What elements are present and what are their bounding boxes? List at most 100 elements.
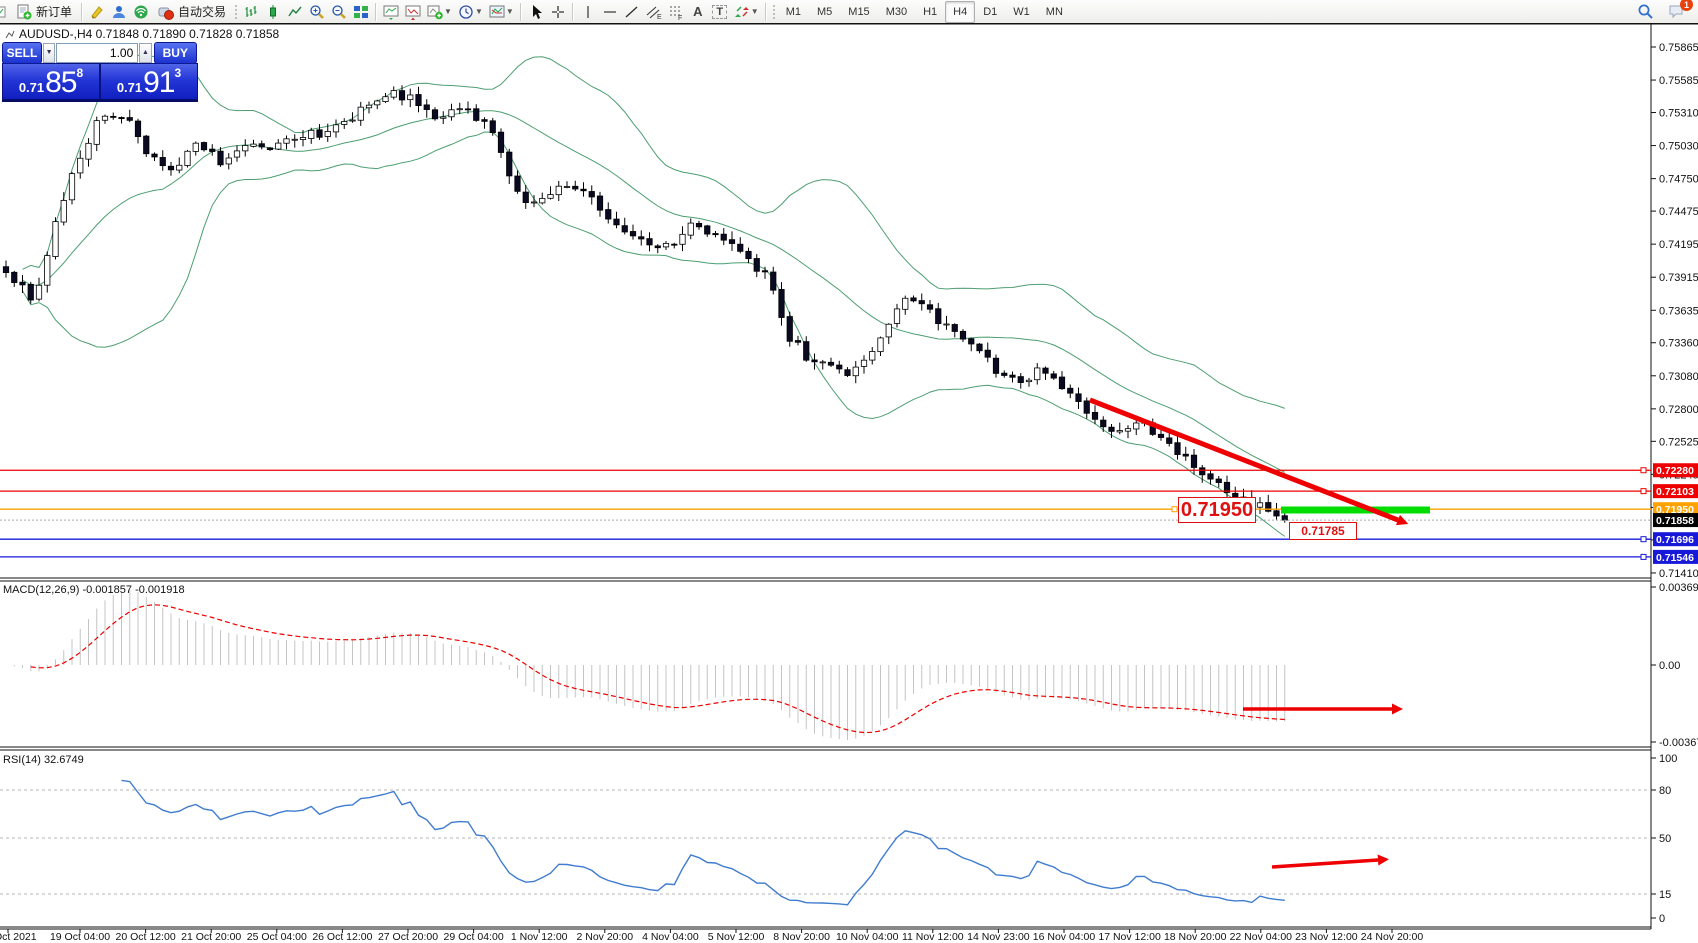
volume-decrease-stepper[interactable]: ▼ bbox=[42, 42, 56, 63]
crosshair-tool-button[interactable] bbox=[547, 1, 569, 22]
timeframe-button-d1[interactable]: D1 bbox=[983, 5, 998, 18]
toolbar-separator bbox=[571, 2, 574, 21]
volume-input[interactable] bbox=[56, 42, 139, 63]
timeframe-button-m15[interactable]: M15 bbox=[848, 5, 870, 18]
zoom-in-icon bbox=[310, 4, 324, 19]
candles bbox=[2, 85, 1288, 523]
macd-indicator-label: MACD(12,26,9) -0.001857 -0.001918 bbox=[3, 584, 185, 596]
svg-text:4 Nov 04:00: 4 Nov 04:00 bbox=[642, 931, 699, 943]
template-icon bbox=[489, 5, 505, 17]
clock-icon bbox=[459, 4, 473, 19]
macd-pane[interactable]: 0.003698 0.00 -0.003672 bbox=[6, 582, 1698, 749]
search-button[interactable] bbox=[1634, 1, 1657, 22]
buy-button[interactable]: BUY bbox=[153, 41, 197, 64]
svg-text:23 Nov 12:00: 23 Nov 12:00 bbox=[1295, 931, 1358, 943]
svg-text:0.75865: 0.75865 bbox=[1659, 42, 1698, 54]
price-line-0.71696[interactable]: 0.71696 bbox=[0, 532, 1698, 547]
toolbar-grip[interactable] bbox=[771, 3, 776, 20]
label-tool-button[interactable]: T bbox=[709, 1, 731, 22]
target-price-annotation[interactable]: 0.71785 bbox=[1289, 522, 1357, 540]
toolbar-grip[interactable] bbox=[234, 3, 239, 20]
timeframe-button-m5[interactable]: M5 bbox=[817, 5, 833, 18]
svg-text:20 Oct 12:00: 20 Oct 12:00 bbox=[116, 931, 176, 943]
channel-tool-button[interactable]: E bbox=[643, 1, 665, 22]
svg-text:10 Nov 04:00: 10 Nov 04:00 bbox=[836, 931, 899, 943]
sell-price-panel[interactable]: 0.71 85 8 bbox=[3, 64, 101, 99]
timeframe-button-h1[interactable]: H1 bbox=[923, 5, 938, 18]
svg-text:5 Nov 12:00: 5 Nov 12:00 bbox=[708, 931, 765, 943]
period-button[interactable]: ▼ bbox=[455, 1, 486, 22]
buy-price-small: 0.71 bbox=[116, 80, 143, 95]
svg-text:29 Oct 04:00: 29 Oct 04:00 bbox=[444, 931, 504, 943]
new-chart-button[interactable] bbox=[0, 1, 10, 22]
price-line-0.71858[interactable]: 0.71858 bbox=[0, 513, 1698, 528]
svg-text:0.74195: 0.74195 bbox=[1659, 239, 1698, 251]
text-tool-button[interactable]: A bbox=[687, 1, 709, 22]
candlestick-icon bbox=[270, 4, 277, 19]
support-price-annotation[interactable]: 0.71950 bbox=[1178, 497, 1256, 523]
one-click-trade-panel: SELL ▼ ▲ BUY 0.71 85 8 0.71 91 3 bbox=[0, 41, 198, 102]
support-person-icon bbox=[113, 5, 126, 18]
toolbar-separator bbox=[375, 2, 378, 21]
vertical-line-tool-button[interactable] bbox=[577, 1, 599, 22]
timeframe-button-m30[interactable]: M30 bbox=[885, 5, 908, 18]
candle-chart-mode-button[interactable] bbox=[262, 1, 284, 22]
shapes-tool-button[interactable]: ▼ bbox=[731, 1, 762, 22]
indicator-window-alt-button[interactable] bbox=[402, 1, 424, 22]
line-chart-mode-button[interactable] bbox=[284, 1, 306, 22]
support-button[interactable] bbox=[108, 1, 130, 22]
price-line-0.71546[interactable]: 0.71546 bbox=[0, 549, 1698, 564]
buy-price-big: 91 bbox=[143, 66, 175, 99]
timeframe-button-m1[interactable]: M1 bbox=[785, 5, 801, 18]
svg-text:24 Nov 20:00: 24 Nov 20:00 bbox=[1361, 931, 1424, 943]
rsi-pane[interactable]: 100 80 50 15 0 bbox=[0, 753, 1677, 925]
svg-text:0.71696: 0.71696 bbox=[1656, 534, 1694, 546]
price-line-0.72280[interactable]: 0.72280 bbox=[0, 463, 1698, 478]
dropdown-caret: ▼ bbox=[750, 7, 759, 16]
new-order-button[interactable]: 新订单 bbox=[10, 1, 78, 22]
zoom-in-button[interactable] bbox=[306, 1, 328, 22]
buy-price-panel[interactable]: 0.71 91 3 bbox=[101, 64, 197, 99]
marker-tool-button[interactable] bbox=[86, 1, 108, 22]
svg-text:25 Oct 04:00: 25 Oct 04:00 bbox=[247, 931, 307, 943]
sell-button[interactable]: SELL bbox=[2, 41, 42, 64]
notification-badge: 1 bbox=[1680, 0, 1693, 11]
new-chart-icon bbox=[0, 6, 6, 17]
cursor-tool-button[interactable] bbox=[525, 1, 547, 22]
news-signal-button[interactable] bbox=[130, 1, 152, 22]
indicator-window-button[interactable] bbox=[380, 1, 402, 22]
new-order-icon bbox=[17, 4, 32, 19]
bar-chart-mode-button[interactable] bbox=[240, 1, 262, 22]
timeframe-button-w1[interactable]: W1 bbox=[1013, 5, 1030, 18]
zoom-out-button[interactable] bbox=[328, 1, 350, 22]
price-line-0.71950[interactable]: 0.71950 bbox=[0, 502, 1698, 517]
bar-chart-icon bbox=[245, 5, 257, 17]
svg-text:14 Nov 23:00: 14 Nov 23:00 bbox=[967, 931, 1030, 943]
autotrade-label: 自动交易 bbox=[178, 5, 227, 19]
horizontal-line-tool-button[interactable] bbox=[599, 1, 621, 22]
drawn-annotations[interactable] bbox=[1089, 397, 1430, 869]
tile-windows-button[interactable] bbox=[350, 1, 372, 22]
autotrade-button[interactable]: 自动交易 bbox=[152, 1, 232, 22]
volume-increase-stepper[interactable]: ▲ bbox=[139, 42, 152, 63]
notifications-button[interactable]: 1 bbox=[1665, 0, 1693, 22]
crosshair-icon bbox=[551, 5, 564, 18]
timeframe-button-mn[interactable]: MN bbox=[1045, 5, 1063, 18]
line-chart-icon bbox=[288, 6, 302, 16]
time-axis[interactable]: 17 Oct 2021 19 Oct 04:00 20 Oct 12:00 21 Oc… bbox=[0, 929, 1423, 943]
toolbar-separator bbox=[519, 2, 522, 21]
sell-price-big: 85 bbox=[45, 66, 77, 99]
timeframe-button-h4[interactable]: H4 bbox=[945, 0, 976, 23]
svg-text:0.71410: 0.71410 bbox=[1659, 568, 1698, 580]
fibonacci-tool-button[interactable]: F bbox=[665, 1, 687, 22]
svg-text:16 Nov 04:00: 16 Nov 04:00 bbox=[1033, 931, 1096, 943]
price-line-0.72103[interactable]: 0.72103 bbox=[0, 484, 1698, 499]
trendline-tool-button[interactable] bbox=[621, 1, 643, 22]
dropdown-caret: ▼ bbox=[505, 7, 514, 16]
dropdown-caret: ▼ bbox=[474, 7, 483, 16]
add-indicator-button[interactable]: ▼ bbox=[424, 1, 455, 22]
svg-text:26 Oct 12:00: 26 Oct 12:00 bbox=[312, 931, 372, 943]
price-axis[interactable]: 0.75865 0.75585 0.75310 0.75030 0.74750 0.744… bbox=[1651, 42, 1698, 580]
template-button[interactable]: ▼ bbox=[486, 1, 517, 22]
